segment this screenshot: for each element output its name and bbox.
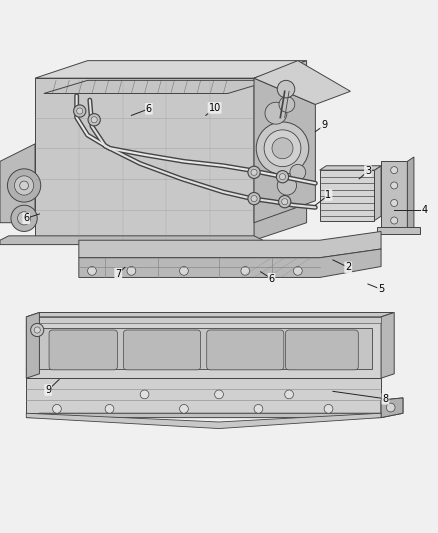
Circle shape: [324, 405, 333, 413]
Polygon shape: [26, 413, 381, 429]
Text: 5: 5: [378, 284, 384, 294]
Circle shape: [31, 324, 44, 336]
Polygon shape: [254, 78, 315, 223]
Circle shape: [279, 174, 286, 180]
Text: 9: 9: [45, 385, 51, 395]
Text: 1: 1: [325, 190, 332, 200]
Polygon shape: [26, 317, 381, 324]
Circle shape: [391, 217, 398, 224]
Text: 6: 6: [146, 104, 152, 114]
Circle shape: [34, 327, 40, 333]
Polygon shape: [26, 312, 394, 317]
Circle shape: [290, 165, 306, 180]
Polygon shape: [320, 170, 374, 221]
Polygon shape: [26, 312, 39, 378]
Text: 2: 2: [345, 262, 351, 272]
Circle shape: [282, 199, 288, 205]
Circle shape: [241, 266, 250, 275]
Polygon shape: [26, 378, 381, 413]
Polygon shape: [381, 398, 403, 418]
Text: 3: 3: [365, 166, 371, 176]
Polygon shape: [0, 144, 35, 223]
Circle shape: [77, 108, 83, 114]
Polygon shape: [254, 61, 350, 104]
Circle shape: [18, 212, 31, 225]
Polygon shape: [320, 166, 381, 170]
Polygon shape: [0, 236, 263, 245]
Text: 4: 4: [422, 205, 428, 215]
Circle shape: [251, 169, 257, 175]
Circle shape: [386, 403, 395, 412]
Polygon shape: [254, 61, 307, 240]
Circle shape: [53, 405, 61, 413]
Polygon shape: [381, 161, 407, 231]
Circle shape: [20, 181, 28, 190]
Circle shape: [105, 405, 114, 413]
Polygon shape: [44, 80, 272, 93]
Circle shape: [248, 166, 260, 179]
Polygon shape: [377, 227, 420, 233]
FancyBboxPatch shape: [207, 330, 284, 370]
Circle shape: [91, 117, 97, 123]
Circle shape: [140, 390, 149, 399]
Text: 10: 10: [208, 103, 221, 113]
Polygon shape: [407, 157, 414, 231]
Circle shape: [180, 405, 188, 413]
Circle shape: [248, 192, 260, 205]
Circle shape: [391, 167, 398, 174]
FancyBboxPatch shape: [286, 330, 358, 370]
Polygon shape: [79, 249, 381, 278]
Polygon shape: [26, 317, 381, 378]
Polygon shape: [26, 413, 394, 418]
Text: 6: 6: [23, 213, 29, 223]
Polygon shape: [35, 78, 254, 240]
Circle shape: [264, 130, 301, 167]
Circle shape: [215, 390, 223, 399]
FancyBboxPatch shape: [49, 330, 117, 370]
Circle shape: [88, 114, 100, 126]
Text: 7: 7: [115, 269, 121, 279]
Circle shape: [285, 390, 293, 399]
Circle shape: [391, 199, 398, 206]
Circle shape: [279, 96, 295, 112]
Circle shape: [265, 102, 287, 124]
Polygon shape: [79, 231, 381, 258]
Circle shape: [11, 205, 37, 231]
Circle shape: [127, 266, 136, 275]
Circle shape: [293, 266, 302, 275]
Polygon shape: [39, 328, 372, 369]
Circle shape: [276, 171, 289, 183]
Circle shape: [14, 176, 34, 195]
Text: 9: 9: [321, 120, 327, 131]
Circle shape: [74, 105, 86, 117]
Polygon shape: [35, 61, 307, 78]
Circle shape: [180, 266, 188, 275]
Circle shape: [7, 169, 41, 202]
FancyBboxPatch shape: [124, 330, 201, 370]
Polygon shape: [381, 398, 403, 418]
Polygon shape: [374, 166, 381, 221]
Circle shape: [88, 266, 96, 275]
Circle shape: [272, 138, 293, 159]
Polygon shape: [381, 312, 394, 378]
Circle shape: [277, 176, 297, 195]
Text: 6: 6: [268, 274, 275, 284]
Circle shape: [251, 196, 257, 201]
Text: 8: 8: [382, 394, 389, 404]
Circle shape: [279, 196, 291, 208]
Circle shape: [256, 122, 309, 174]
Circle shape: [391, 182, 398, 189]
Circle shape: [277, 80, 295, 98]
Circle shape: [254, 405, 263, 413]
